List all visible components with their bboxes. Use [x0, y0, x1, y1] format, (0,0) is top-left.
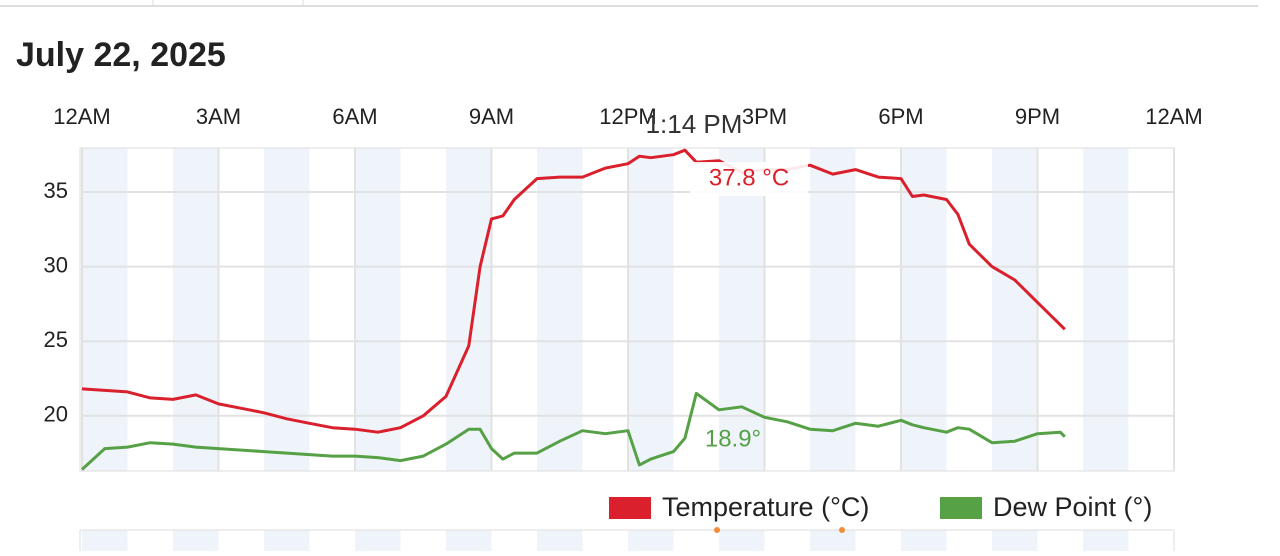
- legend-label: Dew Point (°): [993, 492, 1152, 522]
- x-tick-label: 12PM: [599, 104, 656, 129]
- hour-band: [901, 148, 947, 471]
- x-tick-label: 6AM: [332, 104, 377, 129]
- x-tick-label: 12AM: [53, 104, 110, 129]
- tooltip-time: 1:14 PM: [646, 109, 743, 139]
- legend-label: Temperature (°C): [662, 492, 869, 522]
- y-tick-label: 20: [44, 402, 68, 427]
- y-tick-label: 35: [44, 178, 68, 203]
- hour-band: [719, 148, 765, 471]
- series-line: [81, 148, 1066, 434]
- hour-band: [446, 530, 492, 551]
- hour-band: [173, 530, 219, 551]
- x-tick-label: 6PM: [878, 104, 923, 129]
- x-tick-label: 12AM: [1145, 104, 1202, 129]
- legend-swatch: [609, 497, 651, 519]
- chart-title: July 22, 2025: [16, 36, 226, 74]
- x-tick-label: 9AM: [469, 104, 514, 129]
- tooltip-dew-point: 18.9°: [705, 425, 761, 452]
- series-line: [80, 391, 1066, 471]
- hour-band: [82, 148, 128, 471]
- tooltip-temperature: 37.8 °C: [709, 164, 789, 191]
- hour-band: [355, 530, 401, 551]
- x-tick-label: 3AM: [196, 104, 241, 129]
- hour-band: [1083, 530, 1129, 551]
- hour-band: [628, 148, 674, 471]
- marker-dot: [839, 527, 845, 533]
- marker-dot: [714, 527, 720, 533]
- y-tick-label: 25: [44, 327, 68, 352]
- legend-swatch: [940, 497, 982, 519]
- hour-band: [992, 148, 1038, 471]
- hour-band: [992, 530, 1038, 551]
- x-tick-label: 3PM: [742, 104, 787, 129]
- tooltip-bg: [690, 162, 808, 196]
- hour-band: [355, 148, 401, 471]
- hour-band: [446, 148, 492, 471]
- hour-band: [264, 530, 310, 551]
- hour-band: [1083, 148, 1129, 471]
- hour-band: [82, 530, 128, 551]
- hour-band: [719, 530, 765, 551]
- hour-band: [901, 530, 947, 551]
- x-tick-label: 9PM: [1015, 104, 1060, 129]
- hour-band: [537, 530, 583, 551]
- hour-band: [810, 530, 856, 551]
- hour-band: [264, 148, 310, 471]
- hour-band: [173, 148, 219, 471]
- hour-band: [628, 530, 674, 551]
- y-tick-label: 30: [44, 252, 68, 277]
- hour-band: [537, 148, 583, 471]
- hour-band: [810, 148, 856, 471]
